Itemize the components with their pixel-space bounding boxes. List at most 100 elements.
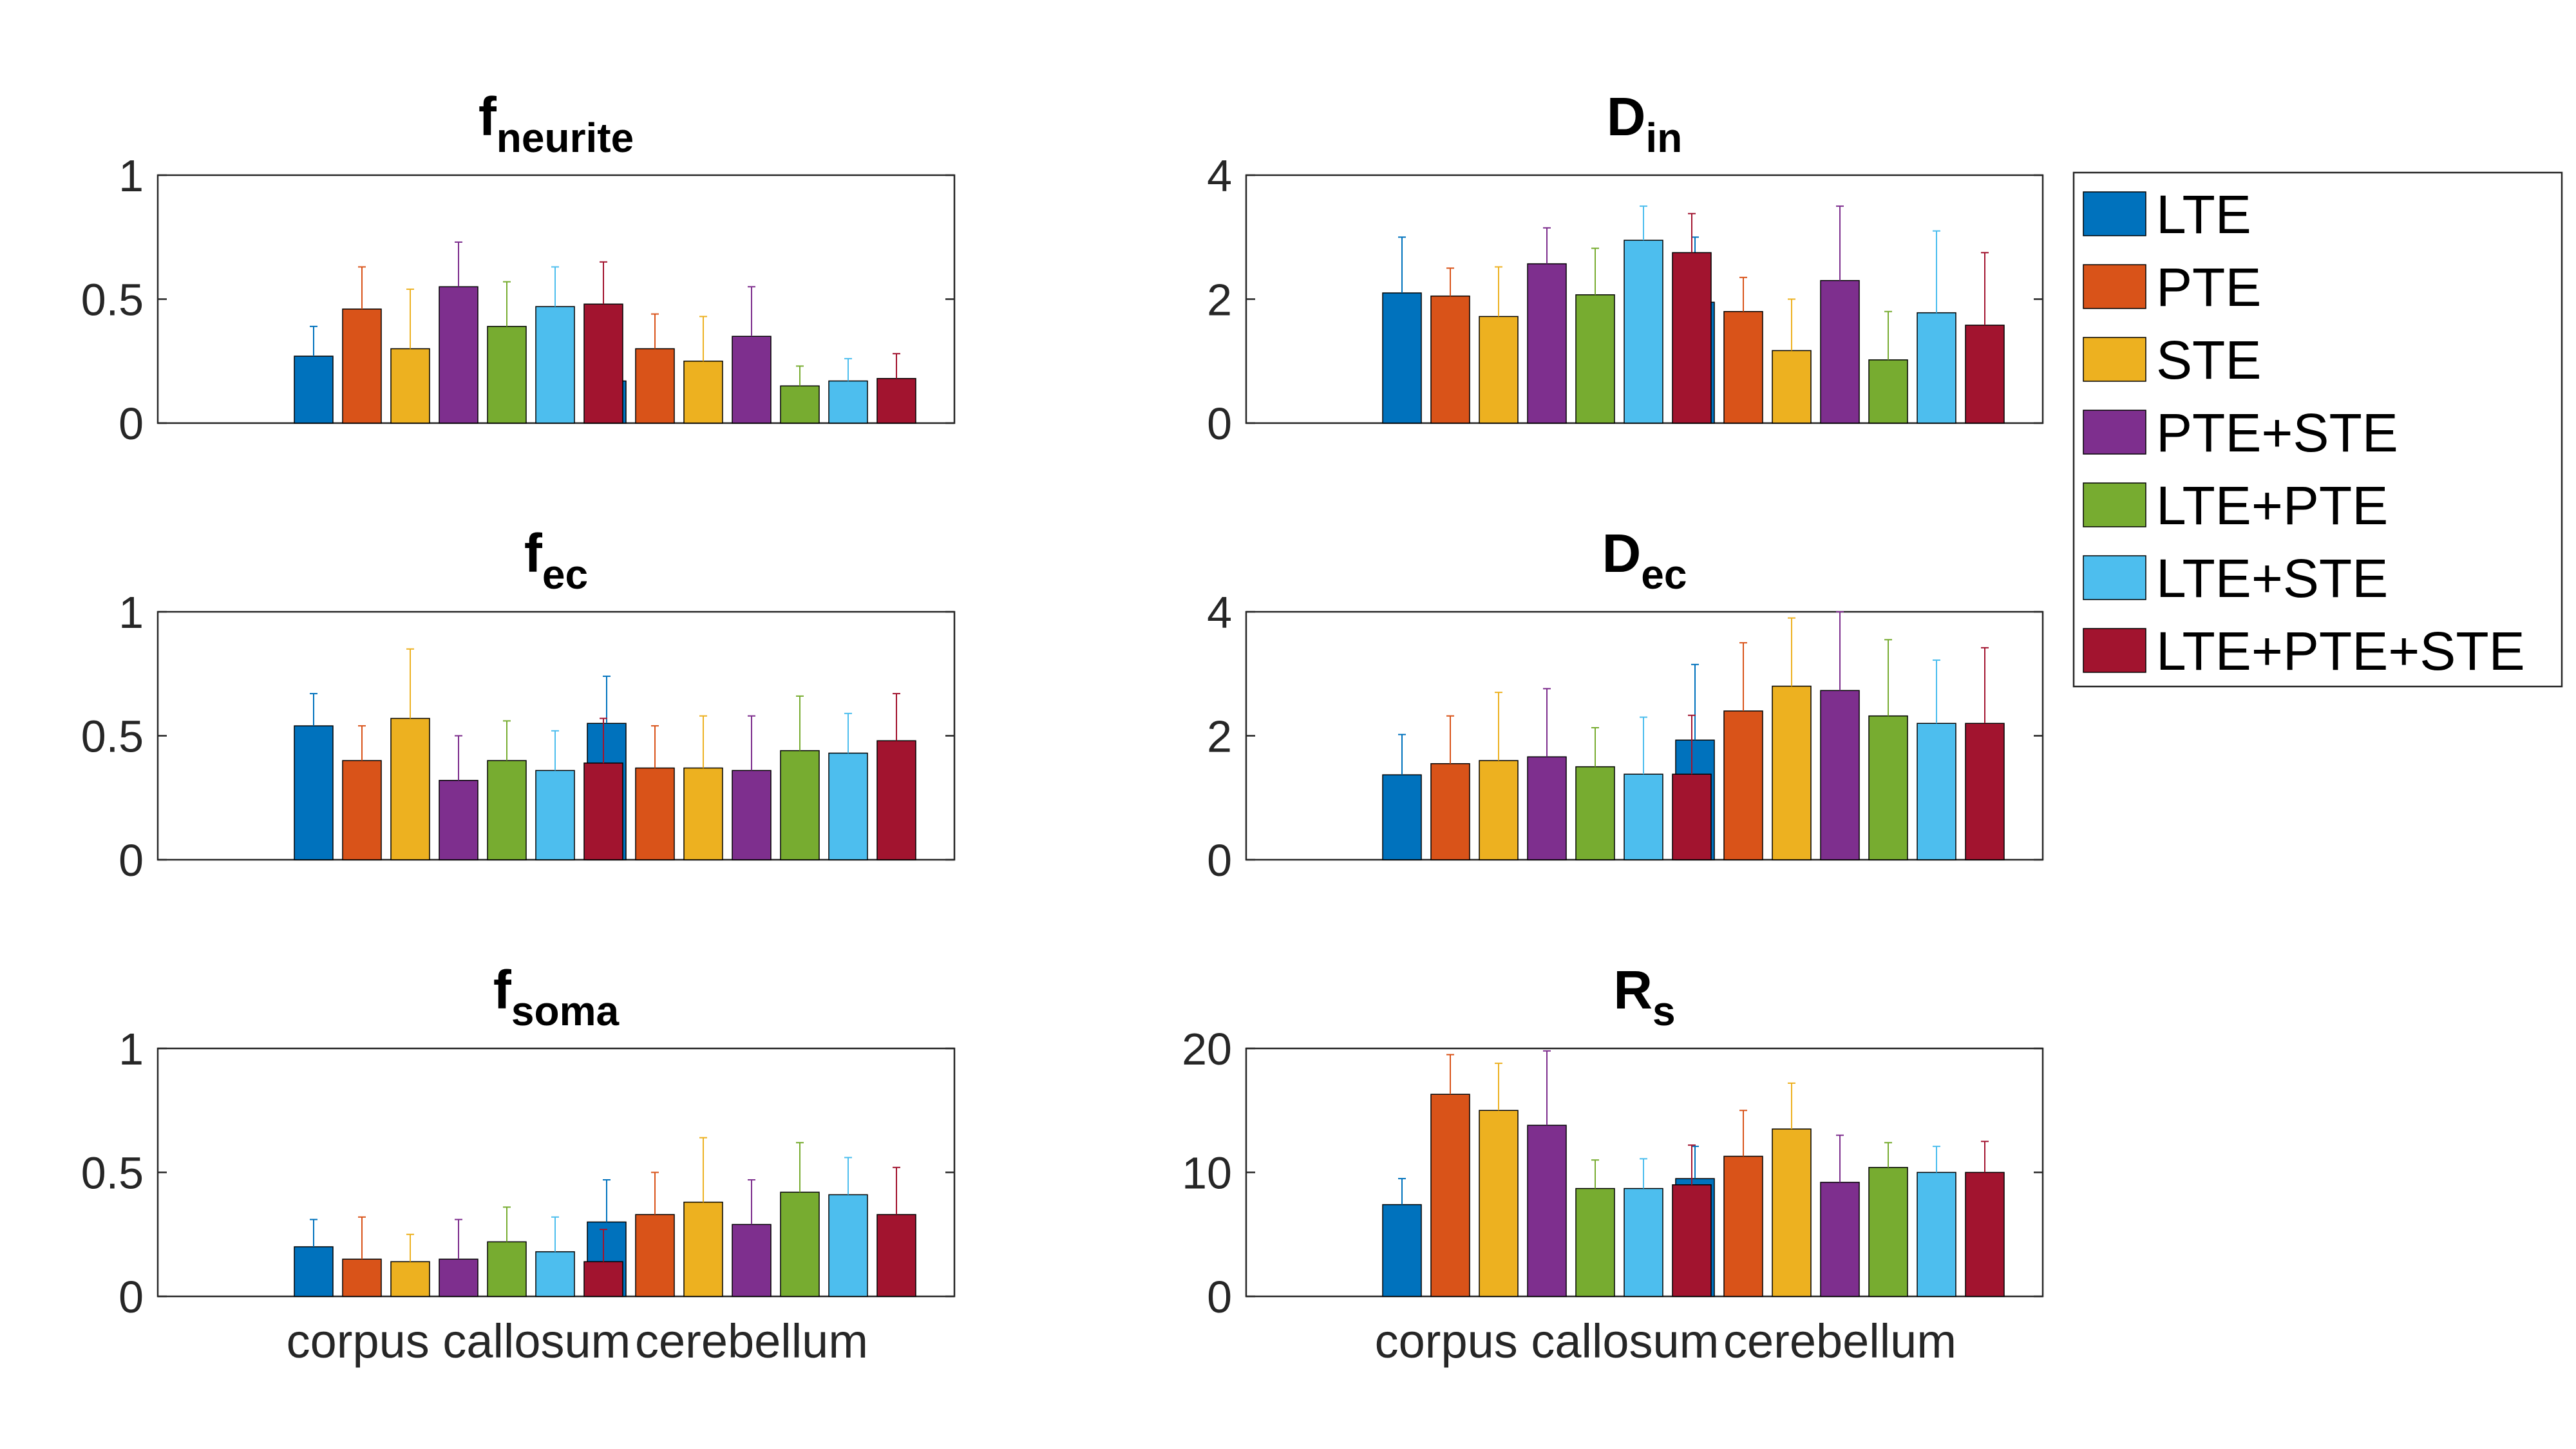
bar-lte-pte-ste-cerebellum: [876, 740, 916, 860]
bar-ste-corpus-callosum: [390, 717, 430, 860]
bar-pte-ste-cerebellum: [732, 336, 772, 424]
bar-lte-corpus-callosum: [1382, 774, 1422, 860]
bar-lte-pte-ste-cerebellum: [876, 1214, 916, 1297]
bar-lte-pte-ste-cerebellum: [1965, 723, 2005, 860]
y-tick-label: 20: [1182, 1024, 1232, 1074]
y-tick-label: 0: [118, 399, 144, 449]
legend-label-lte-pte: LTE+PTE: [2156, 475, 2388, 536]
y-tick-label: 10: [1182, 1148, 1232, 1198]
panel-title: fsoma: [493, 960, 620, 1034]
legend-label-ste: STE: [2156, 330, 2261, 390]
bar-pte-corpus-callosum: [1430, 1094, 1470, 1297]
panel-4: 0 2 4 Dec: [1207, 523, 2044, 886]
bar-lte-ste-cerebellum: [828, 380, 868, 424]
bar-pte-ste-corpus-callosum: [1527, 1124, 1567, 1297]
bar-lte-ste-cerebellum: [1917, 312, 1956, 424]
bar-lte-corpus-callosum: [294, 725, 334, 860]
bar-pte-ste-corpus-callosum: [1527, 263, 1567, 424]
legend: LTE PTE STE PTE+STE LTE+PTE LTE+STE LTE+PTE+ST…: [2072, 171, 2563, 688]
panel-title: fec: [524, 523, 588, 598]
bar-pte-ste-cerebellum: [732, 1224, 772, 1297]
bar-lte-corpus-callosum: [294, 1246, 334, 1297]
bar-ste-corpus-callosum: [390, 1261, 430, 1297]
bar-lte-corpus-callosum: [294, 355, 334, 424]
bar-lte-pte-ste-corpus-callosum: [583, 1261, 623, 1297]
bar-lte-pte-corpus-callosum: [487, 326, 527, 424]
bar-lte-pte-cerebellum: [1868, 1167, 1908, 1297]
bar-lte-pte-ste-corpus-callosum: [583, 762, 623, 860]
bar-lte-pte-corpus-callosum: [1575, 766, 1615, 860]
x-category-label: corpus callosum: [1375, 1314, 1719, 1368]
bar-lte-ste-cerebellum: [828, 1194, 868, 1297]
bar-lte-pte-cerebellum: [780, 1191, 820, 1297]
bar-pte-ste-corpus-callosum: [1527, 756, 1567, 860]
panel-title: Din: [1607, 86, 1683, 161]
legend-swatch-lte-ste: [2083, 555, 2146, 600]
legend-label-lte-ste: LTE+STE: [2156, 548, 2388, 609]
bar-ste-corpus-callosum: [1479, 1110, 1519, 1297]
bar-ste-cerebellum: [683, 767, 723, 860]
panels: 0 0.5 1 fneurite 0 2 4 Din 0 0.5 1 fec 0 2 4 Dec 0 0.5 1 fs…: [81, 86, 2044, 1368]
panel-5: 0 0.5 1 fsoma corpus callosum cerebellum: [81, 960, 956, 1368]
legend-swatch-lte: [2083, 191, 2146, 236]
bar-pte-ste-cerebellum: [732, 770, 772, 860]
bar-lte-ste-corpus-callosum: [1624, 773, 1663, 860]
bar-ste-cerebellum: [683, 1201, 723, 1297]
legend-swatch-ste: [2083, 337, 2146, 382]
y-tick-label: 2: [1207, 712, 1232, 762]
bar-ste-corpus-callosum: [390, 348, 430, 424]
bar-pte-ste-cerebellum: [1820, 1182, 1860, 1297]
bar-lte-pte-corpus-callosum: [487, 1241, 527, 1297]
bar-lte-pte-cerebellum: [1868, 359, 1908, 424]
bar-lte-pte-ste-corpus-callosum: [1672, 1184, 1712, 1297]
bar-lte-pte-ste-corpus-callosum: [1672, 773, 1712, 860]
bar-lte-ste-cerebellum: [828, 752, 868, 860]
y-tick-label: 4: [1207, 587, 1232, 638]
legend-swatch-pte-ste: [2083, 410, 2146, 455]
y-tick-label: 1: [118, 587, 144, 638]
legend-box: [2072, 171, 2563, 688]
panel-3: 0 0.5 1 fec: [81, 523, 956, 886]
bar-lte-ste-corpus-callosum: [1624, 240, 1663, 424]
bar-pte-corpus-callosum: [1430, 763, 1470, 860]
legend-label-pte-ste: PTE+STE: [2156, 402, 2398, 463]
bar-lte-pte-ste-cerebellum: [1965, 1171, 2005, 1297]
bar-pte-cerebellum: [635, 1214, 675, 1297]
legend-swatch-pte: [2083, 264, 2146, 309]
bar-ste-cerebellum: [1772, 685, 1812, 860]
panel-1: 0 0.5 1 fneurite: [81, 86, 956, 449]
panel-6: 0 10 20 Rs corpus callosum cerebellum: [1182, 960, 2044, 1368]
panel-title: Dec: [1602, 523, 1687, 598]
bar-lte-pte-cerebellum: [780, 750, 820, 860]
y-tick-label: 1: [118, 151, 144, 201]
y-tick-label: 1: [118, 1024, 144, 1074]
bar-lte-ste-corpus-callosum: [535, 1251, 575, 1297]
panel-title: Rs: [1613, 960, 1675, 1034]
x-category-label: cerebellum: [1723, 1314, 1956, 1368]
bar-pte-cerebellum: [635, 767, 675, 860]
bar-lte-pte-ste-corpus-callosum: [583, 303, 623, 424]
bar-pte-cerebellum: [1723, 311, 1763, 424]
bar-pte-ste-corpus-callosum: [439, 286, 478, 424]
legend-label-lte-pte-ste: LTE+PTE+STE: [2156, 621, 2525, 681]
bar-lte-pte-cerebellum: [1868, 715, 1908, 860]
y-tick-label: 4: [1207, 151, 1232, 201]
bar-ste-cerebellum: [1772, 350, 1812, 424]
panel-title: fneurite: [478, 86, 634, 161]
x-category-label: cerebellum: [635, 1314, 868, 1368]
bar-lte-pte-corpus-callosum: [1575, 294, 1615, 424]
y-tick-label: 0.5: [81, 1148, 144, 1198]
bar-pte-ste-corpus-callosum: [439, 780, 478, 860]
y-tick-label: 2: [1207, 275, 1232, 325]
bar-pte-corpus-callosum: [342, 760, 382, 860]
bar-lte-pte-corpus-callosum: [487, 760, 527, 860]
legend-swatch-lte-pte: [2083, 482, 2146, 527]
bar-lte-ste-cerebellum: [1917, 723, 1956, 860]
bar-lte-pte-ste-cerebellum: [1965, 325, 2005, 424]
bar-lte-ste-cerebellum: [1917, 1171, 1956, 1297]
legend-label-lte: LTE: [2156, 184, 2251, 245]
bar-pte-corpus-callosum: [342, 1258, 382, 1297]
y-tick-label: 0: [1207, 835, 1232, 886]
bar-pte-cerebellum: [635, 348, 675, 424]
